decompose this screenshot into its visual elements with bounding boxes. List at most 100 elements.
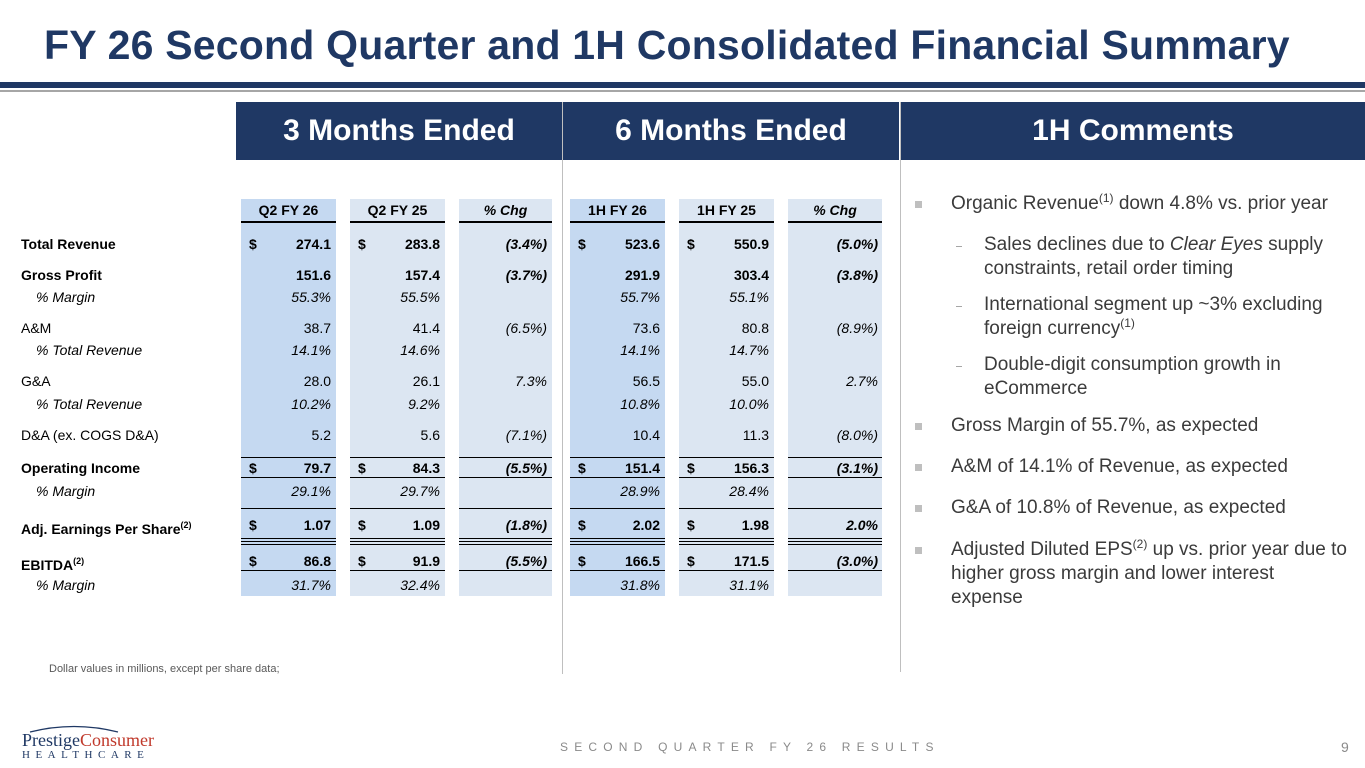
row-label: % Margin xyxy=(36,577,95,593)
slide-title: FY 26 Second Quarter and 1H Consolidated… xyxy=(44,22,1290,68)
row-label-text: % Total Revenue xyxy=(36,396,143,412)
column-divider xyxy=(562,102,563,674)
row-label: Adj. Earnings Per Share(2) xyxy=(21,517,192,537)
currency-symbol: $ xyxy=(578,553,586,569)
col-header-h-chg: % Chg xyxy=(813,202,857,218)
title-rule xyxy=(0,82,1365,88)
bullet-dash-icon xyxy=(956,366,962,367)
table-cell: 1.07 xyxy=(303,517,331,533)
table-rule xyxy=(788,544,882,545)
table-cell: 14.7% xyxy=(729,342,769,358)
table-cell: (3.7%) xyxy=(505,267,547,283)
table-cell: 55.1% xyxy=(729,289,769,305)
table-cell: 1.98 xyxy=(741,517,769,533)
table-rule xyxy=(788,570,882,571)
table-cell: (7.1%) xyxy=(505,427,547,443)
table-cell: 56.5 xyxy=(632,373,660,389)
table-cell: 151.4 xyxy=(624,460,660,476)
table-cell: 14.6% xyxy=(400,342,440,358)
table-cell: 2.7% xyxy=(846,373,878,389)
comment-sub-bullet: Double-digit consumption growth in eComm… xyxy=(984,353,1354,401)
col-shade xyxy=(459,199,552,596)
row-label-text: G&A xyxy=(21,373,51,389)
bullet-square-icon xyxy=(915,505,922,512)
bullet-dash-icon xyxy=(956,306,962,307)
table-cell: 157.4 xyxy=(404,267,440,283)
header-3-months: 3 Months Ended xyxy=(236,102,562,160)
table-rule xyxy=(459,477,552,478)
table-cell: 10.4 xyxy=(632,427,660,443)
table-rule xyxy=(679,457,774,458)
bullet-square-icon xyxy=(915,464,922,471)
table-cell: 84.3 xyxy=(412,460,440,476)
table-rule xyxy=(350,457,445,458)
bullet-square-icon xyxy=(915,201,922,208)
logo-arc-icon xyxy=(29,725,119,733)
col-shade xyxy=(788,199,882,596)
table-rule xyxy=(241,457,336,458)
comment-text: Gross Margin of 55.7%, as expected xyxy=(951,415,1259,436)
table-cell: (5.5%) xyxy=(505,553,547,569)
table-cell: 79.7 xyxy=(303,460,331,476)
currency-symbol: $ xyxy=(358,460,366,476)
table-rule xyxy=(350,221,445,223)
col-header-q-chg: % Chg xyxy=(483,202,528,218)
row-label: A&M xyxy=(21,320,51,336)
table-rule xyxy=(350,538,445,542)
table-rule xyxy=(350,477,445,478)
comment-text: Double-digit consumption growth in eComm… xyxy=(984,354,1281,399)
comment-sub-bullet: Sales declines due to Clear Eyes supply … xyxy=(984,233,1354,281)
table-rule xyxy=(459,538,552,542)
row-label: EBITDA(2) xyxy=(21,553,84,573)
row-label: % Margin xyxy=(36,483,95,499)
row-label-text: A&M xyxy=(21,320,52,336)
table-cell: 28.4% xyxy=(729,483,769,499)
table-cell: 274.1 xyxy=(295,236,331,252)
row-label: Total Revenue xyxy=(21,236,116,252)
table-cell: 7.3% xyxy=(515,373,547,389)
col-header-q2fy25: Q2 FY 25 xyxy=(367,202,428,218)
table-cell: 55.3% xyxy=(291,289,331,305)
table-rule xyxy=(570,538,665,542)
col-shade xyxy=(570,199,665,596)
currency-symbol: $ xyxy=(249,236,257,252)
table-cell: (3.8%) xyxy=(836,267,878,283)
table-cell: 55.7% xyxy=(620,289,660,305)
comment-text: Adjusted Diluted EPS xyxy=(951,539,1133,560)
table-cell: (8.0%) xyxy=(836,427,878,443)
table-rule xyxy=(679,544,774,545)
comment-emphasis: Clear Eyes xyxy=(1169,234,1263,255)
table-cell: 523.6 xyxy=(624,236,660,252)
table-cell: 2.0% xyxy=(846,517,878,533)
comment-bullet: A&M of 14.1% of Revenue, as expected xyxy=(951,455,1351,479)
table-rule xyxy=(679,570,774,571)
footnote: Dollar values in millions, except per sh… xyxy=(49,663,280,675)
table-rule xyxy=(241,544,336,545)
table-cell: 171.5 xyxy=(733,553,769,569)
table-cell: 86.8 xyxy=(303,553,331,569)
table-cell: 303.4 xyxy=(733,267,769,283)
comment-text: up vs. prior year due to higher gross ma… xyxy=(951,539,1347,608)
table-rule xyxy=(570,544,665,545)
company-logo: PrestigeConsumer HEALTHCARE xyxy=(22,725,172,761)
table-cell: 28.0 xyxy=(303,373,331,389)
row-label-text: Total Revenue xyxy=(21,236,116,252)
table-cell: 151.6 xyxy=(295,267,331,283)
comment-bullet: Adjusted Diluted EPS(2) up vs. prior yea… xyxy=(951,538,1351,610)
table-cell: 1.09 xyxy=(412,517,440,533)
header-1h-comments: 1H Comments xyxy=(901,102,1365,160)
table-cell: 9.2% xyxy=(408,396,440,412)
comment-text: G&A of 10.8% of Revenue, as expected xyxy=(951,497,1286,518)
table-cell: 32.4% xyxy=(400,577,440,593)
currency-symbol: $ xyxy=(249,517,257,533)
currency-symbol: $ xyxy=(249,553,257,569)
comment-bullet: Organic Revenue(1) down 4.8% vs. prior y… xyxy=(951,192,1351,216)
table-cell: 10.0% xyxy=(729,396,769,412)
table-rule xyxy=(788,457,882,458)
col-header-q2fy26: Q2 FY 26 xyxy=(258,202,319,218)
table-rule xyxy=(788,477,882,478)
table-rule xyxy=(788,221,882,223)
table-cell: 10.8% xyxy=(620,396,660,412)
col-shade xyxy=(350,199,445,596)
table-cell: 29.7% xyxy=(400,483,440,499)
